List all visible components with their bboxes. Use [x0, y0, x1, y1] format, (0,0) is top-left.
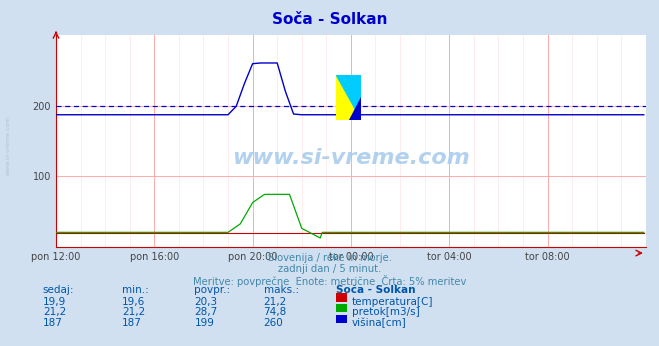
Text: zadnji dan / 5 minut.: zadnji dan / 5 minut. — [278, 264, 381, 274]
Text: min.:: min.: — [122, 285, 149, 295]
Text: 21,2: 21,2 — [264, 297, 287, 307]
Text: Soča - Solkan: Soča - Solkan — [272, 12, 387, 27]
Polygon shape — [336, 75, 361, 120]
Text: 199: 199 — [194, 318, 214, 328]
Text: 21,2: 21,2 — [122, 307, 145, 317]
Text: 187: 187 — [43, 318, 63, 328]
Text: 28,7: 28,7 — [194, 307, 217, 317]
Text: višina[cm]: višina[cm] — [352, 318, 407, 328]
Text: maks.:: maks.: — [264, 285, 299, 295]
Text: 19,6: 19,6 — [122, 297, 145, 307]
Text: 187: 187 — [122, 318, 142, 328]
Text: www.si-vreme.com: www.si-vreme.com — [5, 116, 11, 175]
Text: 21,2: 21,2 — [43, 307, 66, 317]
Text: Soča - Solkan: Soča - Solkan — [336, 285, 416, 295]
Text: Meritve: povprečne  Enote: metrične  Črta: 5% meritev: Meritve: povprečne Enote: metrične Črta:… — [193, 275, 466, 287]
Text: 19,9: 19,9 — [43, 297, 66, 307]
Text: pretok[m3/s]: pretok[m3/s] — [352, 307, 420, 317]
Text: sedaj:: sedaj: — [43, 285, 74, 295]
Text: 20,3: 20,3 — [194, 297, 217, 307]
Text: povpr.:: povpr.: — [194, 285, 231, 295]
Text: temperatura[C]: temperatura[C] — [352, 297, 434, 307]
Text: 260: 260 — [264, 318, 283, 328]
Polygon shape — [349, 97, 361, 120]
Text: 74,8: 74,8 — [264, 307, 287, 317]
Text: Slovenija / reke in morje.: Slovenija / reke in morje. — [268, 253, 391, 263]
Text: www.si-vreme.com: www.si-vreme.com — [232, 148, 470, 168]
